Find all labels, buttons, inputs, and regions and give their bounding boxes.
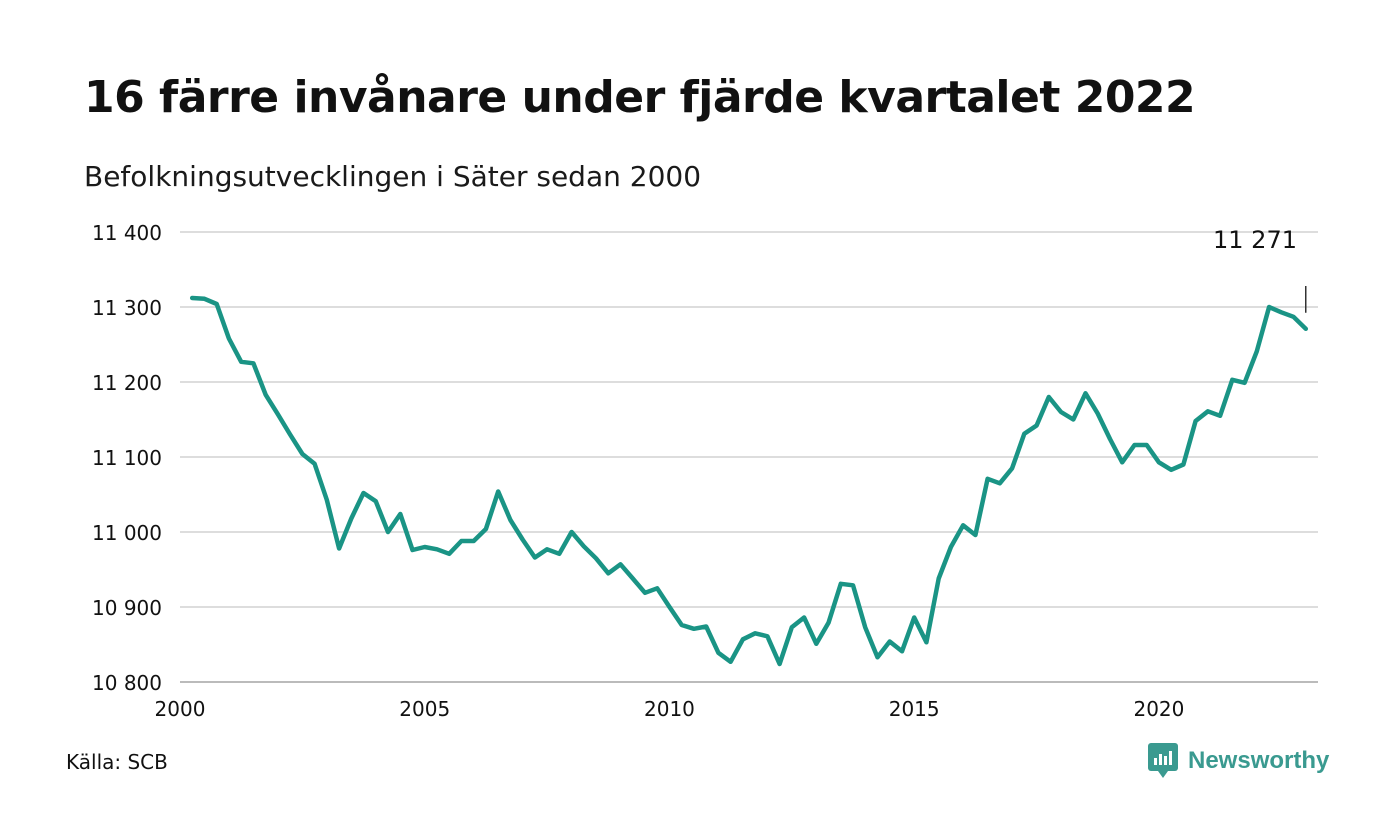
source-note: Källa: SCB: [66, 750, 168, 774]
x-tick-label: 2005: [399, 697, 450, 721]
brand-name: Newsworthy: [1188, 747, 1330, 774]
end-label-layer: 11 271: [1213, 226, 1307, 313]
y-tick-label: 10 800: [92, 671, 162, 695]
x-tick-label: 2020: [1133, 697, 1184, 721]
x-tick-label: 2015: [889, 697, 940, 721]
series-layer: [189, 295, 1309, 667]
newsworthy-logo-icon: [1148, 743, 1178, 778]
y-tick-label: 11 400: [92, 221, 162, 245]
axes: 10 800 10 900 11 000 11 100 11 200 11 300 11 4…: [92, 221, 1318, 721]
chart-subtitle: Befolkningsutvecklingen i Säter sedan 20…: [84, 160, 702, 193]
grid-lines: [180, 231, 1318, 683]
y-tick-label: 11 300: [92, 296, 162, 320]
series-line: [189, 295, 1309, 667]
y-tick-label: 11 200: [92, 371, 162, 395]
x-tick-label: 2010: [644, 697, 695, 721]
y-tick-label: 10 900: [92, 596, 162, 620]
x-tick-label: 2000: [155, 697, 206, 721]
y-tick-label: 11 100: [92, 446, 162, 470]
chart-title: 16 färre invånare under fjärde kvartalet…: [84, 72, 1196, 123]
end-value-label: 11 271: [1213, 226, 1297, 254]
brand-logo[interactable]: Newsworthy: [1148, 743, 1329, 779]
y-tick-label: 11 000: [92, 521, 162, 545]
